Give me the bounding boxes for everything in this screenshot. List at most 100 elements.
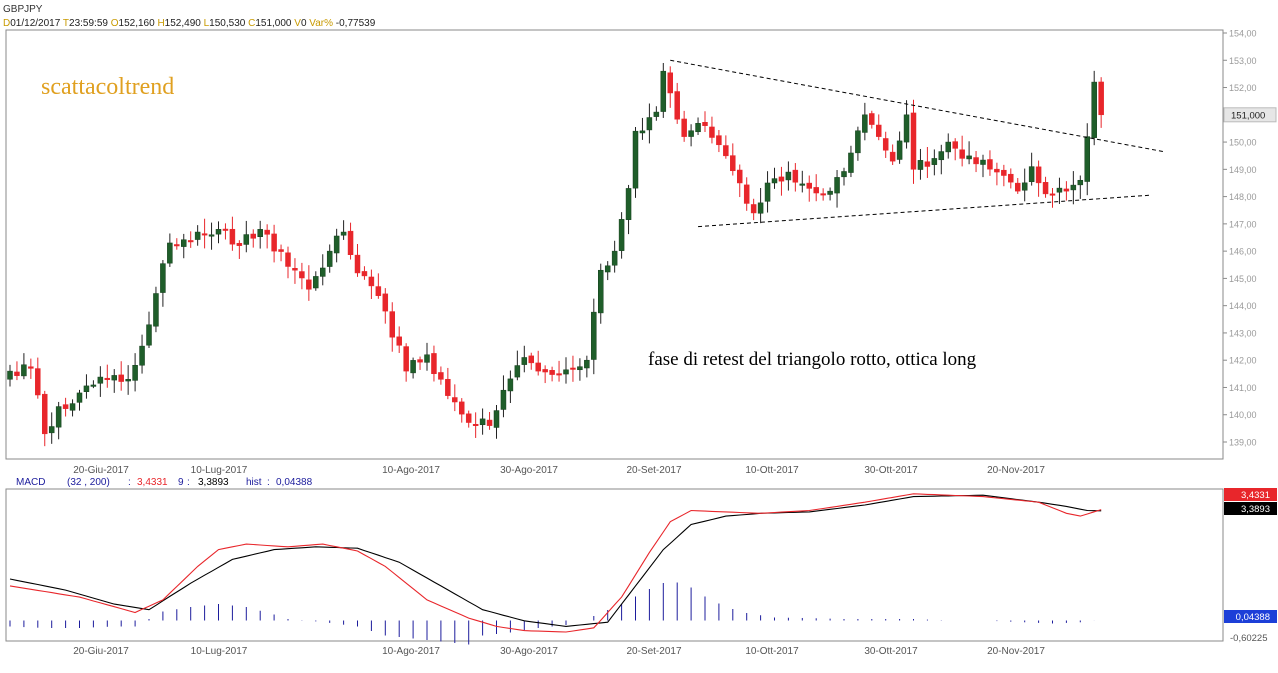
candle xyxy=(820,188,826,201)
hist-value-label-box xyxy=(1224,610,1277,623)
candle-body xyxy=(792,169,799,183)
candle xyxy=(104,364,111,388)
candle-body xyxy=(306,279,312,290)
candle-body xyxy=(917,160,924,170)
candle-body xyxy=(361,271,368,277)
candle-body xyxy=(167,242,173,264)
macd-sep-1: : xyxy=(128,477,131,488)
candle-body xyxy=(382,293,389,312)
candle xyxy=(924,146,931,178)
candle xyxy=(1049,187,1056,208)
y-tick-label: 153,00 xyxy=(1229,56,1257,66)
signal-value-label-text: 3,3893 xyxy=(1241,504,1270,515)
candle xyxy=(236,240,243,259)
readout-value: 0 xyxy=(301,18,307,29)
candle-body xyxy=(1070,184,1077,191)
candle xyxy=(882,131,889,158)
candle-body xyxy=(737,169,743,184)
candle xyxy=(292,258,298,284)
candle xyxy=(646,103,653,144)
candle xyxy=(806,175,812,202)
candle-body xyxy=(55,406,62,428)
candle xyxy=(709,116,715,144)
candle xyxy=(528,352,534,370)
candle-body xyxy=(187,240,194,243)
candle xyxy=(841,167,847,186)
candle-body xyxy=(778,176,785,182)
candle xyxy=(375,273,382,299)
candle xyxy=(160,260,166,307)
candle-body xyxy=(528,355,534,364)
candle xyxy=(542,365,548,384)
candle-body xyxy=(1015,182,1021,192)
candle-body xyxy=(973,157,979,165)
candle-body xyxy=(813,187,819,194)
candle-body xyxy=(862,114,868,133)
candle-body xyxy=(264,229,270,235)
readout-value: 23:59:59 xyxy=(69,18,108,29)
candle xyxy=(556,360,562,382)
candle xyxy=(62,397,69,417)
candle xyxy=(611,240,618,273)
y-tick-label: 145,00 xyxy=(1229,274,1257,284)
x-tick-label: 10-Lug-2017 xyxy=(191,646,248,657)
candle-body xyxy=(827,190,833,195)
readout-key: T xyxy=(60,18,69,29)
watermark-text: scattacoltrend xyxy=(41,74,174,100)
candle-body xyxy=(764,182,771,202)
candle-body xyxy=(1098,81,1104,116)
candle-body xyxy=(611,250,618,266)
candle xyxy=(76,389,83,411)
candle-body xyxy=(97,376,104,384)
candle xyxy=(326,244,333,273)
candle xyxy=(514,350,521,381)
candle-body xyxy=(174,244,180,247)
candle xyxy=(1042,176,1049,198)
candle-body xyxy=(688,130,694,137)
candle xyxy=(549,366,555,382)
candle xyxy=(153,286,159,333)
candle-body xyxy=(966,155,972,160)
macd-sep-2: : xyxy=(187,477,190,488)
candle-body xyxy=(69,403,76,411)
candle xyxy=(347,222,354,260)
candle xyxy=(382,288,389,324)
candle xyxy=(28,358,34,379)
signal-value-label: 3,3893 xyxy=(1224,502,1277,515)
candle xyxy=(21,353,27,380)
candle-body xyxy=(340,231,347,236)
macd-sep-3: : xyxy=(267,477,270,488)
candle-body xyxy=(271,233,277,252)
candle xyxy=(111,369,117,393)
candle-body xyxy=(452,397,458,403)
candle-body xyxy=(980,159,986,165)
y-tick-label: 142,00 xyxy=(1229,356,1257,366)
candle-body xyxy=(994,168,1000,173)
candle xyxy=(431,345,437,382)
candle-body xyxy=(1049,193,1056,196)
candle xyxy=(952,138,958,161)
candle-body xyxy=(514,365,521,378)
candle xyxy=(459,398,465,423)
x-tick-label: 30-Ago-2017 xyxy=(500,646,558,657)
candle-body xyxy=(1056,187,1063,193)
x-tick-label: 20-Giu-2017 xyxy=(73,646,129,657)
candle xyxy=(1008,168,1014,189)
candle xyxy=(35,357,41,399)
candle xyxy=(389,302,395,352)
candle xyxy=(306,265,312,301)
hist-value-label: 0,04388 xyxy=(1224,610,1277,623)
candle xyxy=(591,298,597,375)
candle-body xyxy=(111,375,117,381)
y-tick-label: 148,00 xyxy=(1229,192,1257,202)
candle xyxy=(424,342,430,371)
annotation-text: fase di retest del triangolo rotto, otti… xyxy=(648,349,977,370)
candle-body xyxy=(90,384,97,387)
candle xyxy=(750,198,757,221)
candle-body xyxy=(987,159,993,170)
candle xyxy=(69,399,76,417)
candle-body xyxy=(820,193,826,196)
candle-body xyxy=(799,183,806,186)
candle xyxy=(563,357,569,384)
candle xyxy=(1098,77,1104,128)
